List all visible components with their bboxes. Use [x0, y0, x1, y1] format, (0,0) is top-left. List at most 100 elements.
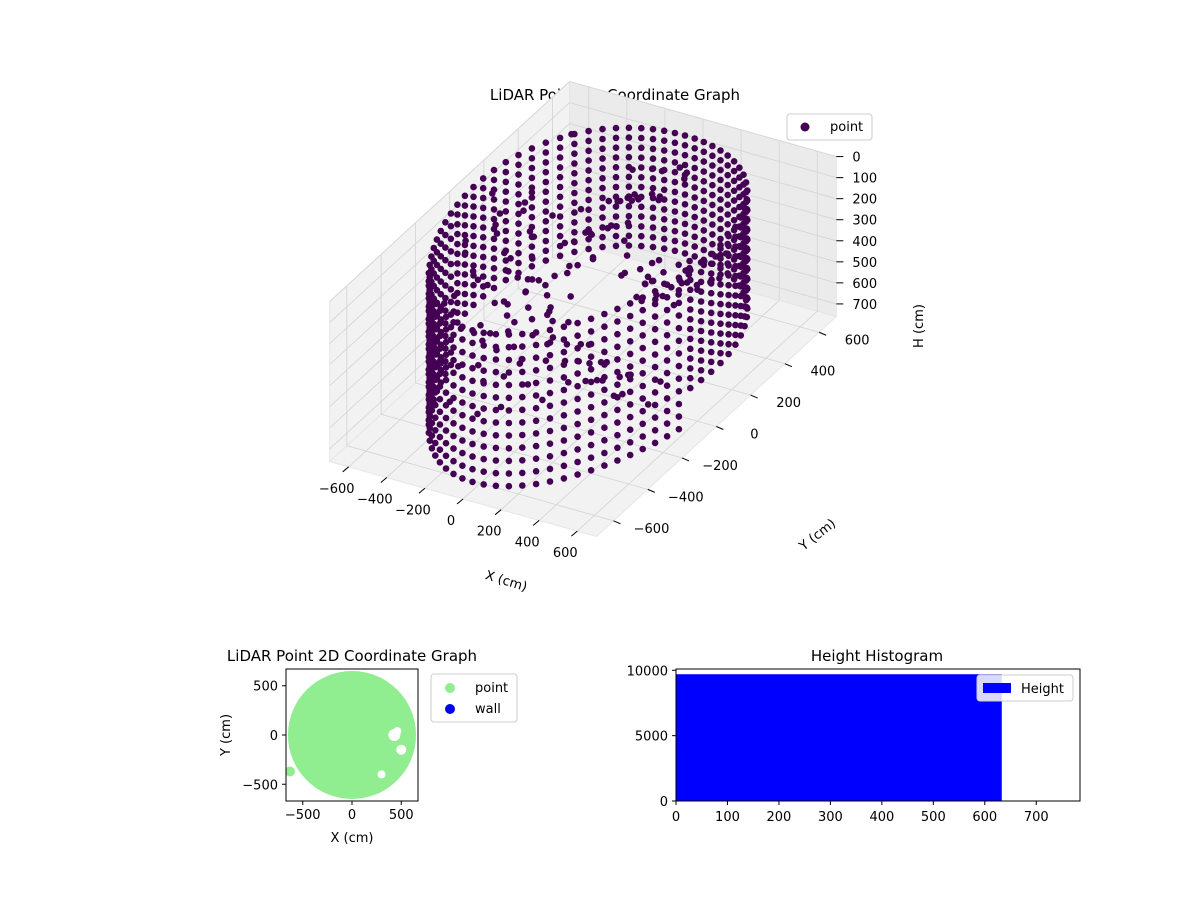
point-marker: [437, 360, 445, 367]
point-marker: [736, 203, 743, 211]
point-marker: [535, 277, 543, 284]
ytick-mark: [818, 331, 827, 336]
point-marker: [428, 407, 436, 414]
point-marker: [639, 332, 646, 339]
point-marker: [639, 395, 646, 402]
point-marker: [479, 253, 487, 261]
point-marker: [459, 411, 466, 419]
point-marker: [663, 319, 671, 326]
xtick-mark: [342, 466, 350, 473]
point-marker: [454, 260, 461, 267]
point-marker: [490, 196, 498, 203]
point-marker: [638, 213, 645, 220]
point-marker: [639, 407, 646, 415]
point-marker: [502, 168, 510, 176]
point-marker: [587, 328, 595, 335]
point-marker: [660, 269, 667, 276]
point-marker: [570, 238, 578, 245]
point-marker: [450, 382, 457, 389]
point-marker: [585, 127, 592, 135]
point-marker: [717, 340, 724, 347]
point-marker: [658, 167, 666, 175]
point-marker: [700, 197, 708, 205]
point-marker: [709, 240, 716, 248]
point-marker: [697, 367, 705, 374]
point-marker: [442, 282, 449, 289]
point-marker: [556, 173, 564, 181]
point-marker: [454, 221, 461, 228]
point-marker: [681, 230, 689, 237]
point-marker: [625, 232, 633, 240]
point-marker: [586, 360, 593, 367]
point-marker: [505, 482, 513, 490]
point-marker: [631, 191, 638, 198]
point-marker: [454, 211, 461, 218]
point-marker: [651, 338, 659, 346]
point-marker: [612, 124, 620, 132]
point-marker: [484, 281, 491, 289]
point-marker: [639, 433, 646, 440]
point-marker: [469, 364, 476, 372]
point-marker: [649, 243, 657, 251]
point-marker: [639, 382, 646, 390]
point-marker: [599, 145, 606, 153]
point-marker: [428, 432, 436, 440]
point-marker: [717, 225, 724, 233]
point-marker: [450, 369, 457, 377]
point-marker: [470, 301, 477, 309]
xtick-label: 200: [477, 525, 502, 540]
point-marker: [601, 310, 608, 318]
point-marker: [625, 183, 633, 190]
point-marker: [432, 376, 439, 384]
xtick-label: 500: [921, 810, 946, 825]
point-marker: [736, 223, 743, 230]
point-marker: [519, 381, 526, 388]
point-marker: [691, 164, 698, 172]
point-marker: [532, 404, 540, 412]
point-marker: [461, 290, 469, 298]
point-marker: [490, 255, 498, 262]
point-marker: [474, 410, 481, 418]
point-marker: [505, 394, 513, 402]
point-marker: [675, 337, 683, 345]
point-marker: [469, 267, 477, 275]
point-marker: [651, 313, 659, 320]
chart-3d-legend-frame: [786, 113, 873, 141]
point-marker: [663, 306, 671, 314]
point-marker: [730, 158, 738, 165]
point-marker: [436, 383, 444, 390]
point-marker: [426, 386, 434, 394]
point-marker: [574, 446, 581, 453]
chart-3d-panes: [328, 80, 838, 538]
point-marker: [430, 244, 438, 252]
point-void: [393, 727, 402, 736]
point-marker: [492, 330, 500, 338]
point-marker: [432, 452, 439, 459]
point-marker: [709, 142, 716, 150]
point-marker: [582, 377, 589, 385]
point-marker: [717, 300, 724, 308]
histogram-frame: [675, 668, 1081, 802]
point-marker: [530, 233, 538, 240]
point-marker: [546, 364, 554, 372]
point-marker: [469, 453, 476, 460]
point-void: [377, 770, 386, 779]
point-marker: [599, 214, 606, 221]
point-marker: [587, 416, 595, 424]
point-marker: [428, 293, 436, 301]
point-marker: [479, 214, 487, 221]
point-marker: [492, 221, 499, 228]
point-marker: [626, 325, 634, 333]
point-marker: [442, 320, 449, 327]
chart-2d-plot-area: [286, 670, 417, 800]
point-marker: [442, 427, 450, 434]
point-marker: [563, 341, 571, 348]
point-marker: [469, 440, 476, 448]
point-marker: [736, 262, 743, 270]
point-marker: [502, 237, 510, 245]
ytick-mark: [784, 363, 793, 368]
chart-3d-xlabel: X (cm): [483, 568, 529, 595]
point-marker: [505, 343, 513, 351]
point-marker: [736, 272, 743, 280]
point-marker: [459, 399, 466, 406]
